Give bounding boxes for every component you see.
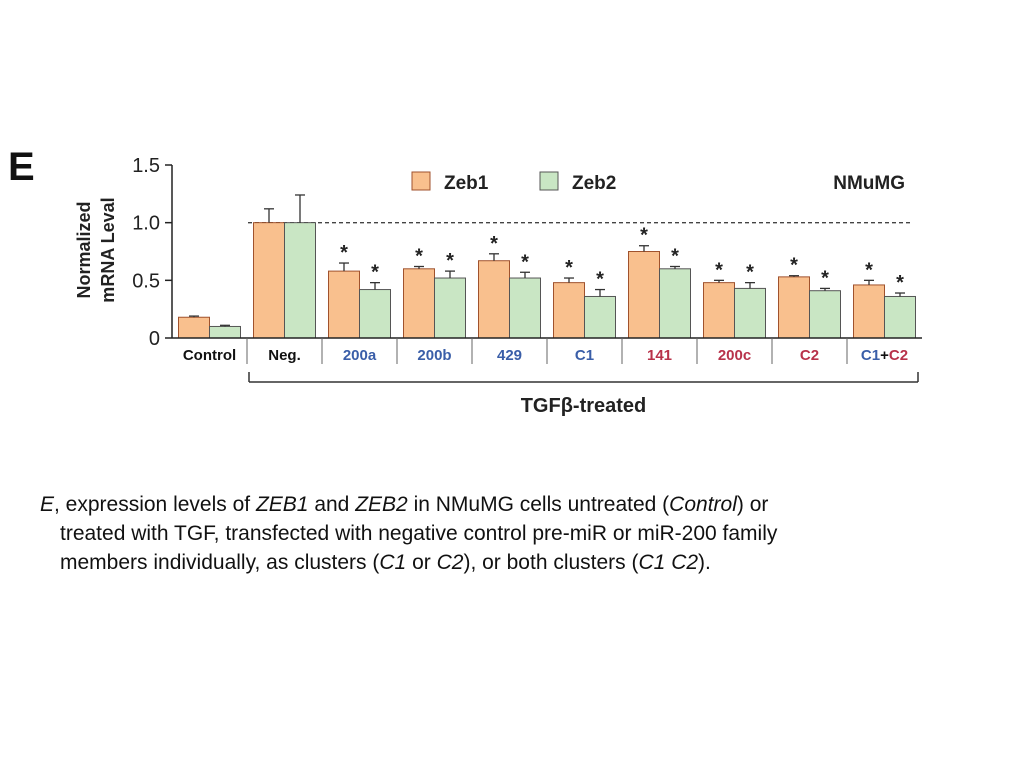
caption-fragment: C1 C2	[638, 551, 699, 574]
category-label: C2	[800, 347, 819, 364]
bar-chart: * * * * * * * * * * * * * * * * 0 0.5 1.0 1.5 Normalized mRN…	[74, 155, 922, 417]
bar-zeb1	[403, 268, 435, 339]
bar-zeb2	[584, 295, 616, 339]
labels-group: Control Neg. 200a 200b 429 C1 141 200c C2 C1+C2TG…	[183, 338, 919, 417]
bar-zeb2	[734, 287, 766, 339]
legend-label-zeb2: Zeb2	[572, 173, 616, 194]
bar-zeb1	[178, 316, 210, 339]
caption-fragment: treated with TGF, transfected with negat…	[60, 522, 778, 545]
legend-swatch-zeb1	[411, 171, 431, 191]
significance-star: *	[790, 255, 798, 277]
caption-fragment: or	[406, 551, 437, 574]
caption-line-2: treated with TGF, transfected with negat…	[40, 519, 970, 548]
x-axis-label: TGFβ-treated	[521, 395, 647, 417]
significance-star: *	[746, 262, 754, 284]
legend-swatch-zeb2	[539, 171, 559, 191]
category-label: C1+C2	[861, 347, 908, 364]
caption-line-3: members individually, as clusters (C1 or…	[40, 548, 970, 577]
y-axis-label-line2: mRNA Leval	[98, 197, 118, 302]
bar-zeb1	[628, 251, 660, 339]
y-tick-label: 1.5	[132, 155, 160, 177]
bar-zeb2	[884, 295, 916, 339]
y-tick-label: 0	[149, 328, 160, 350]
bar-zeb1	[703, 282, 735, 339]
category-label: C1	[575, 347, 594, 364]
cell-line-label: NMuMG	[833, 173, 905, 194]
significance-star: *	[671, 245, 679, 267]
bars-group: * * * * * * * * * * * * * * * *	[178, 194, 916, 339]
bar-zeb1	[253, 222, 285, 339]
y-tick-label: 0.5	[132, 270, 160, 292]
caption-line-1: E, expression levels of ZEB1 and ZEB2 in…	[40, 490, 970, 519]
bar-zeb2	[209, 325, 241, 339]
significance-star: *	[371, 262, 379, 284]
significance-star: *	[565, 257, 573, 279]
category-label: 200b	[417, 347, 451, 364]
bar-zeb2	[284, 222, 316, 339]
bar-zeb1	[328, 270, 360, 339]
legend: Zeb1 Zeb2 NMuMG	[411, 171, 905, 194]
bar-zeb2	[659, 268, 691, 339]
significance-star: *	[896, 272, 904, 294]
category-label-part: +	[880, 347, 889, 364]
category-label: 141	[647, 347, 672, 364]
caption-fragment: Control	[669, 493, 737, 516]
significance-star: *	[340, 242, 348, 264]
bar-zeb2	[509, 277, 541, 339]
caption-fragment: and	[308, 493, 356, 516]
bar-zeb1	[853, 284, 885, 339]
panel-label: E	[8, 145, 35, 189]
significance-star: *	[821, 267, 829, 289]
caption-fragment: in NMuMG cells untreated (	[407, 493, 670, 516]
caption-fragment: members individually, as clusters (	[60, 551, 380, 574]
category-label-part: C2	[889, 347, 908, 364]
significance-star: *	[640, 225, 648, 247]
caption-fragment: E	[40, 493, 55, 516]
bar-zeb1	[778, 276, 810, 339]
category-label: 200c	[718, 347, 751, 364]
significance-star: *	[415, 245, 423, 267]
significance-star: *	[715, 259, 723, 281]
caption-fragment: ZEB2	[355, 493, 408, 516]
category-label-part: C1	[861, 347, 880, 364]
significance-star: *	[490, 233, 498, 255]
bar-zeb2	[359, 289, 391, 339]
caption-fragment: ).	[698, 551, 711, 574]
category-label: 200a	[343, 347, 377, 364]
bar-zeb2	[809, 290, 841, 339]
caption-fragment: , expression levels of	[54, 493, 256, 516]
y-tick-label: 1.0	[132, 213, 160, 235]
y-axis-label-line1: Normalized	[74, 201, 94, 298]
category-label: 429	[497, 347, 522, 364]
figure-caption: E, expression levels of ZEB1 and ZEB2 in…	[40, 490, 970, 577]
bar-zeb1	[553, 282, 585, 339]
caption-fragment: ) or	[736, 493, 769, 516]
category-label: Control	[183, 347, 236, 364]
bar-zeb2	[434, 277, 466, 339]
caption-fragment: ZEB1	[255, 493, 309, 516]
significance-star: *	[446, 250, 454, 272]
caption-fragment: C1	[379, 551, 407, 574]
category-label: Neg.	[268, 347, 301, 364]
significance-star: *	[596, 269, 604, 291]
bar-zeb1	[478, 260, 510, 339]
caption-fragment: C2	[436, 551, 464, 574]
legend-label-zeb1: Zeb1	[444, 173, 489, 194]
caption-fragment: ), or both clusters (	[463, 551, 639, 574]
significance-star: *	[521, 251, 529, 273]
significance-star: *	[865, 259, 873, 281]
